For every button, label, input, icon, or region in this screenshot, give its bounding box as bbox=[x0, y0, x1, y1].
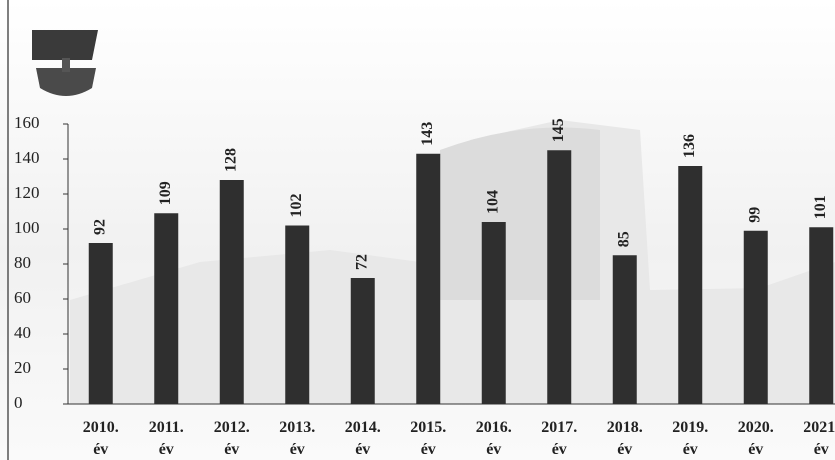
data-label: 102 bbox=[288, 194, 305, 218]
x-tick-label: 2015. év bbox=[410, 419, 446, 458]
data-label: 104 bbox=[484, 190, 501, 214]
bar bbox=[481, 222, 506, 404]
y-tick-label: 140 bbox=[14, 148, 40, 167]
data-label: 109 bbox=[157, 181, 174, 205]
bar bbox=[612, 255, 637, 404]
x-tick-label: 2010. év bbox=[83, 419, 119, 458]
bar bbox=[809, 227, 834, 404]
y-tick-label: 40 bbox=[14, 323, 31, 342]
data-label: 101 bbox=[812, 195, 829, 219]
bar bbox=[88, 243, 113, 404]
x-tick-label: 2021.év bbox=[803, 419, 835, 458]
data-label: 99 bbox=[746, 207, 763, 223]
bar bbox=[154, 213, 179, 404]
x-tick-label: 2019. év bbox=[672, 419, 708, 458]
background-tower bbox=[440, 127, 600, 300]
bar bbox=[678, 166, 703, 404]
x-tick-label: 2017. év bbox=[541, 419, 577, 458]
data-label: 128 bbox=[222, 148, 239, 172]
y-tick-label: 80 bbox=[14, 253, 31, 272]
data-label: 72 bbox=[353, 254, 370, 270]
y-tick-label: 160 bbox=[14, 113, 40, 132]
x-tick-label: 2011. év bbox=[149, 419, 184, 458]
y-tick-label: 0 bbox=[14, 393, 23, 412]
bar bbox=[350, 278, 375, 404]
bar bbox=[743, 230, 768, 404]
data-label: 136 bbox=[681, 134, 698, 158]
bar bbox=[416, 153, 441, 404]
data-label: 143 bbox=[419, 122, 436, 146]
y-tick-label: 20 bbox=[14, 358, 31, 377]
x-tick-label: 2013. év bbox=[279, 419, 315, 458]
x-tick-label: 2012. év bbox=[214, 419, 250, 458]
bar bbox=[285, 225, 310, 404]
x-tick-label: 2014. év bbox=[345, 419, 381, 458]
bar bbox=[547, 150, 572, 404]
x-tick-label: 2020. év bbox=[738, 419, 774, 458]
data-label: 145 bbox=[550, 118, 567, 142]
x-tick-label: 2018. év bbox=[607, 419, 643, 458]
bar bbox=[219, 180, 244, 404]
logo bbox=[32, 30, 98, 96]
data-label: 85 bbox=[615, 231, 632, 247]
y-tick-label: 100 bbox=[14, 218, 40, 237]
x-tick-label: 2016. év bbox=[476, 419, 512, 458]
y-tick-label: 60 bbox=[14, 288, 31, 307]
y-tick-label: 120 bbox=[14, 183, 40, 202]
data-label: 92 bbox=[91, 219, 108, 235]
